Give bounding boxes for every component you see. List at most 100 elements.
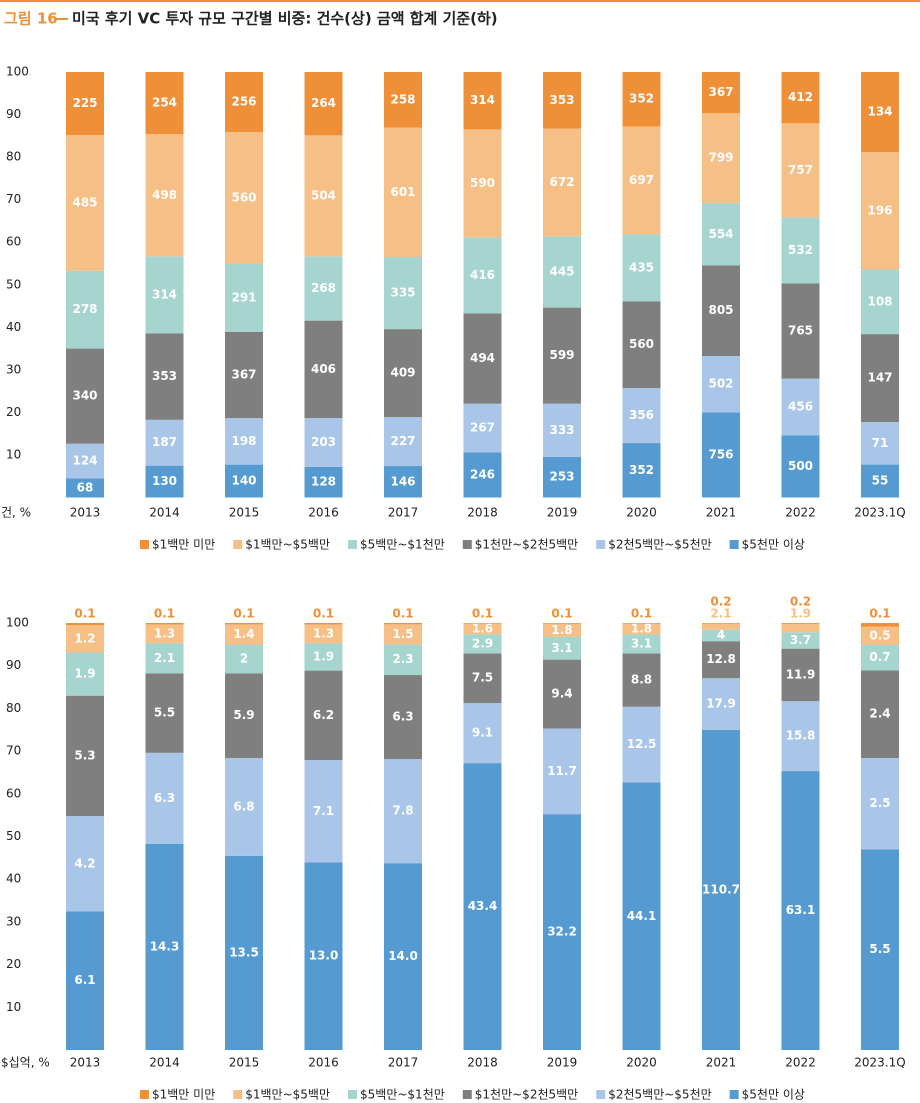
bar-segment [781,283,820,379]
data-label: 0.1 [869,607,890,621]
x-tick-label: 2015 [229,1056,260,1070]
data-label: 333 [549,423,574,437]
bar-segment [702,412,740,498]
y-tick-label: 20 [6,405,21,419]
bar-segment [384,127,422,257]
data-label: 3.7 [790,633,811,647]
data-label: 187 [152,435,177,449]
bar-segment [463,403,502,453]
bar-segment [225,132,263,264]
bar-segment [781,435,820,498]
data-label: 560 [231,190,256,204]
data-label: 445 [549,264,574,278]
data-label: 0.1 [631,607,652,621]
bar-segment [145,134,184,257]
data-label: 1.9 [74,667,95,681]
bar-segment [66,348,104,444]
data-label: 203 [311,435,336,449]
data-label: 11.7 [547,764,577,778]
bar-segment [304,418,343,467]
data-label: 756 [708,447,733,461]
bar-segment [66,623,104,626]
bar-segment [304,760,343,863]
data-label: 134 [867,105,892,119]
data-label: 253 [549,470,574,484]
legend-swatch [596,540,606,549]
bar-segment [225,758,263,856]
chart-title: 미국 후기 VC 투자 규모 구간별 비중: 건수(상) 금액 합계 기준(하) [72,10,498,28]
bar-segment [384,644,422,676]
x-tick-label: 2016 [308,1056,339,1070]
x-tick-label: 2018 [467,1056,498,1070]
data-label: 799 [708,151,733,165]
data-label: 6.2 [313,708,334,722]
bar-segment [225,464,263,498]
bar-segment [543,623,581,624]
legend-label: $5백만~$1천만 [360,1087,445,1102]
bar-segment [66,270,104,349]
data-label: 1.5 [392,627,413,641]
y-axis-label: $십억, % [1,1056,50,1070]
bar-segment [702,641,740,679]
bar-segment [463,623,502,635]
legend-label: $1백만~$5백만 [245,1088,330,1102]
legend-label: $1백만 미만 [152,538,215,552]
legend-swatch [462,1090,472,1099]
bar-segment [702,623,740,630]
x-tick-label: 2022 [785,506,816,520]
y-tick-label: 80 [6,701,21,715]
data-label: 352 [629,463,654,477]
bar-segment [781,217,820,284]
bar-segment [463,623,502,624]
data-label: 5.5 [154,706,175,720]
data-label: 146 [390,474,415,488]
bar-segment [702,72,740,114]
data-label: 14.3 [150,939,180,953]
data-label: 6.8 [233,800,254,814]
data-label: 2 [240,651,248,665]
data-label: 1.8 [551,623,572,637]
data-label: 532 [788,243,813,257]
bar-segment [145,465,184,498]
bar-segment [304,862,343,1050]
bar-segment [543,623,581,637]
bar-segment [622,623,661,624]
bar-segment [145,623,184,625]
data-label: 12.5 [627,737,657,751]
data-label: 291 [231,290,256,304]
bar-segment [622,126,661,235]
bar-segment [463,72,502,130]
bar-segment [543,659,581,729]
bar-segment [66,625,104,653]
data-label: 353 [152,369,177,383]
data-label: 4.2 [74,856,95,870]
data-label: 554 [708,227,733,241]
y-tick-label: 30 [6,914,21,928]
data-label: 0.1 [313,607,334,621]
bar-segment [463,653,502,703]
bar-segment [702,265,740,357]
y-tick-label: 50 [6,277,21,291]
bar-segment [702,356,740,413]
bar-segment [781,378,820,436]
data-label: 147 [867,371,892,385]
data-label: 198 [231,434,256,448]
bar-segment [304,670,343,761]
y-axis-label: 건, % [1,506,31,520]
bar-segment [66,652,104,696]
legend-swatch [348,540,358,549]
data-label: 268 [311,281,336,295]
y-tick-label: 20 [6,957,21,971]
data-label: 352 [629,92,654,106]
bar-segment [861,72,899,153]
data-label: 367 [708,85,733,99]
data-label: 697 [629,173,654,187]
legend-label: $1백만 미만 [152,1088,215,1102]
legend-swatch [729,1090,739,1099]
x-tick-label: 2013 [70,1056,101,1070]
legend-label: $2천5백만~$5천만 [608,537,711,552]
bar-segment [384,417,422,467]
data-label: 130 [152,474,177,488]
y-tick-label: 80 [6,150,21,164]
